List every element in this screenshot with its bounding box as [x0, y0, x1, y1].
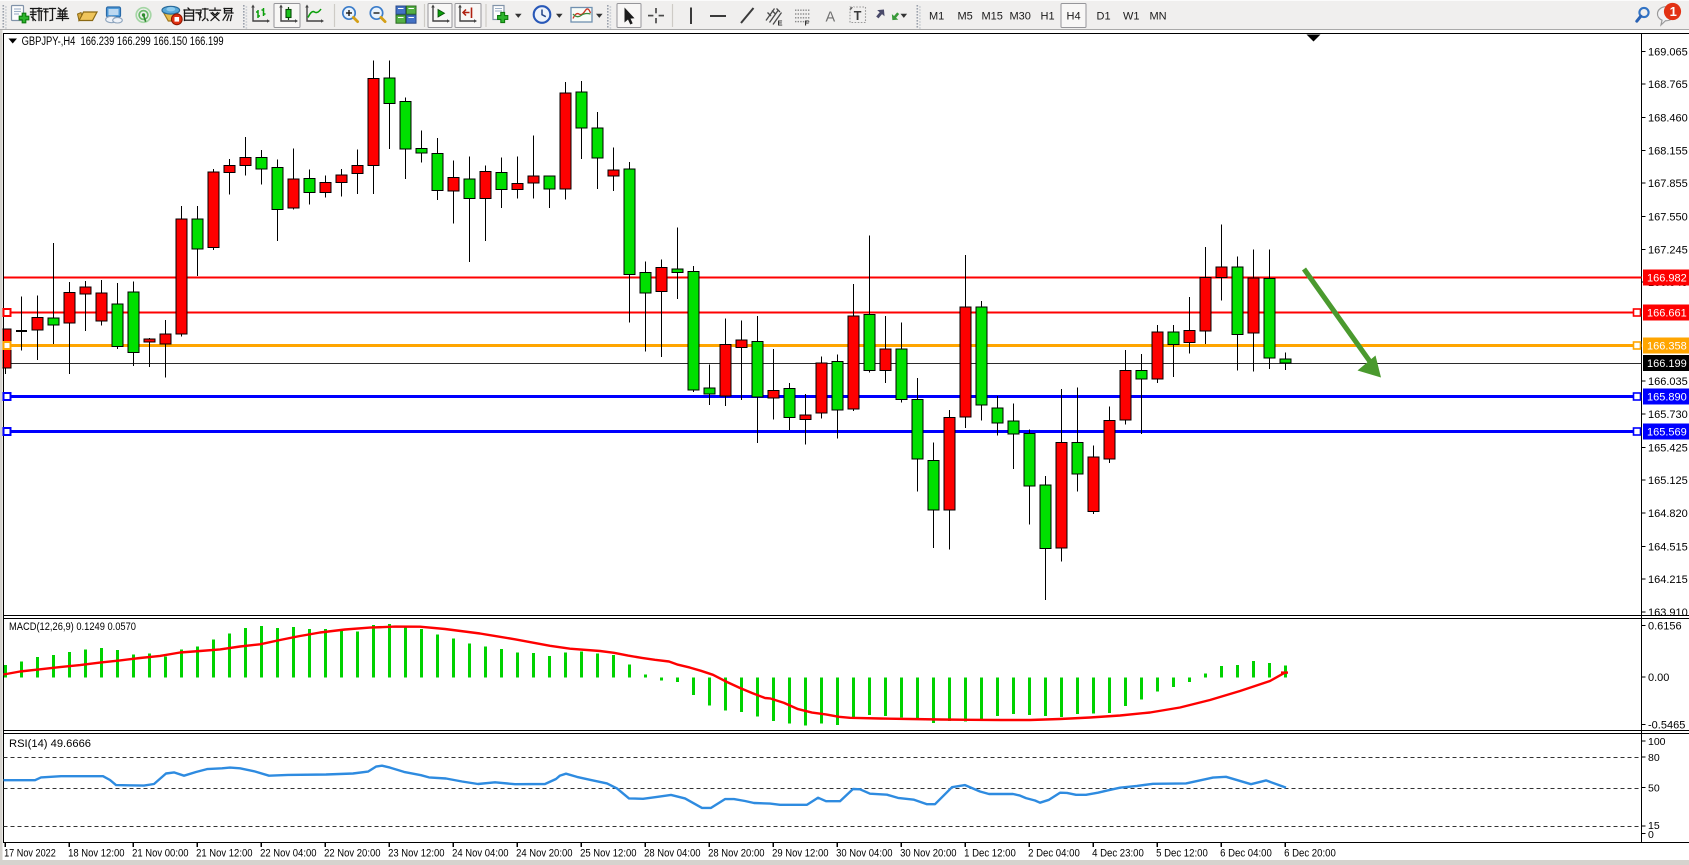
svg-text:23 Nov 12:00: 23 Nov 12:00 — [388, 848, 444, 860]
svg-text:168.765: 168.765 — [1648, 79, 1688, 91]
svg-text:165.730: 165.730 — [1648, 409, 1688, 421]
svg-text:H1: H1 — [1041, 11, 1055, 23]
svg-text:168.155: 168.155 — [1648, 146, 1688, 158]
svg-text:80: 80 — [1648, 752, 1660, 764]
svg-text:MN: MN — [1150, 11, 1167, 23]
svg-text:W1: W1 — [1123, 11, 1140, 23]
svg-text:18 Nov 12:00: 18 Nov 12:00 — [68, 848, 124, 860]
svg-text:21 Nov 12:00: 21 Nov 12:00 — [196, 848, 252, 860]
svg-text:165.569: 165.569 — [1647, 427, 1687, 439]
svg-text:166.035: 166.035 — [1648, 376, 1688, 388]
svg-text:6 Dec 04:00: 6 Dec 04:00 — [1220, 848, 1272, 860]
svg-text:100: 100 — [1648, 736, 1666, 748]
svg-text:28 Nov 20:00: 28 Nov 20:00 — [708, 848, 764, 860]
svg-text:0: 0 — [1648, 829, 1654, 841]
svg-text:50: 50 — [1648, 783, 1660, 795]
svg-text:165.425: 165.425 — [1648, 442, 1688, 454]
svg-text:T: T — [854, 9, 862, 23]
svg-text:165.890: 165.890 — [1647, 392, 1687, 404]
svg-text:MACD(12,26,9) 0.1249 0.0570: MACD(12,26,9) 0.1249 0.0570 — [9, 621, 136, 633]
svg-text:166.982: 166.982 — [1647, 273, 1687, 285]
svg-text:F: F — [805, 19, 810, 28]
svg-text:15: 15 — [1648, 820, 1660, 832]
svg-text:22 Nov 20:00: 22 Nov 20:00 — [324, 848, 380, 860]
svg-text:D1: D1 — [1097, 11, 1111, 23]
svg-text:25 Nov 12:00: 25 Nov 12:00 — [580, 848, 636, 860]
svg-text:164.515: 164.515 — [1648, 541, 1688, 553]
svg-text:29 Nov 12:00: 29 Nov 12:00 — [772, 848, 828, 860]
svg-text:164.215: 164.215 — [1648, 574, 1688, 586]
svg-text:30 Nov 20:00: 30 Nov 20:00 — [900, 848, 956, 860]
svg-text:24 Nov 04:00: 24 Nov 04:00 — [452, 848, 508, 860]
svg-text:167.855: 167.855 — [1648, 178, 1688, 190]
svg-text:21 Nov 00:00: 21 Nov 00:00 — [132, 848, 188, 860]
svg-text:0.6156: 0.6156 — [1648, 620, 1682, 632]
svg-text:5 Dec 12:00: 5 Dec 12:00 — [1156, 848, 1208, 860]
svg-text:6 Dec 20:00: 6 Dec 20:00 — [1284, 848, 1336, 860]
svg-text:169.065: 169.065 — [1648, 47, 1688, 59]
svg-text:E: E — [778, 19, 783, 28]
svg-text:M1: M1 — [929, 11, 944, 23]
svg-text:166.661: 166.661 — [1647, 308, 1687, 320]
svg-text:GBPJPY-,H4 166.239 166.299 16: GBPJPY-,H4 166.239 166.299 166.150 166.1… — [22, 36, 224, 48]
svg-text:4 Dec 23:00: 4 Dec 23:00 — [1092, 848, 1144, 860]
svg-text:H4: H4 — [1067, 11, 1081, 23]
svg-text:166.358: 166.358 — [1647, 341, 1687, 353]
svg-text:0.00: 0.00 — [1648, 672, 1669, 684]
svg-text:2 Dec 04:00: 2 Dec 04:00 — [1028, 848, 1080, 860]
svg-text:24 Nov 20:00: 24 Nov 20:00 — [516, 848, 572, 860]
svg-text:-0.5465: -0.5465 — [1648, 720, 1685, 732]
svg-text:M15: M15 — [982, 11, 1003, 23]
svg-text:30 Nov 04:00: 30 Nov 04:00 — [836, 848, 892, 860]
svg-text:165.125: 165.125 — [1648, 475, 1688, 487]
svg-text:163.910: 163.910 — [1648, 607, 1688, 619]
svg-text:28 Nov 04:00: 28 Nov 04:00 — [644, 848, 700, 860]
svg-text:167.550: 167.550 — [1648, 211, 1688, 223]
svg-text:167.245: 167.245 — [1648, 244, 1688, 256]
svg-text:A: A — [826, 10, 836, 26]
svg-text:22 Nov 04:00: 22 Nov 04:00 — [260, 848, 316, 860]
svg-text:166.199: 166.199 — [1647, 358, 1687, 370]
svg-text:RSI(14) 49.6666: RSI(14) 49.6666 — [9, 738, 91, 750]
svg-text:168.460: 168.460 — [1648, 112, 1688, 124]
svg-text:M5: M5 — [958, 11, 973, 23]
svg-text:164.820: 164.820 — [1648, 508, 1688, 520]
svg-text:M30: M30 — [1010, 11, 1031, 23]
svg-text:17 Nov 2022: 17 Nov 2022 — [4, 848, 56, 860]
svg-text:1 Dec 12:00: 1 Dec 12:00 — [964, 848, 1016, 860]
svg-text:1: 1 — [1670, 4, 1677, 19]
